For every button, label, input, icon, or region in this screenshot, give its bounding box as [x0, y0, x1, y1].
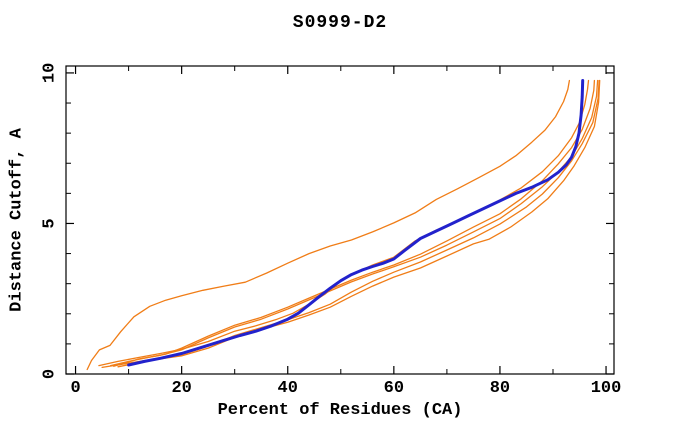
curve-orange-low-1 — [101, 79, 600, 369]
chart-title: S0999-D2 — [292, 13, 388, 33]
x-tick-label: 0 — [70, 379, 80, 398]
curve-orange-pair-1 — [109, 79, 596, 367]
curve-orange-pair-2 — [113, 79, 599, 367]
x-axis-label: Percent of Residues (CA) — [217, 401, 463, 420]
curve-orange-top — [86, 79, 571, 371]
plot-border — [65, 65, 615, 375]
curve-blue-main — [127, 79, 585, 367]
x-tick-label: 20 — [171, 379, 191, 398]
x-tick-label: 40 — [278, 379, 298, 398]
y-tick-label: 10 — [41, 63, 60, 83]
y-axis-label: Distance Cutoff, A — [7, 128, 27, 312]
x-tick-label: 60 — [384, 379, 404, 398]
y-tick-label: 0 — [41, 369, 60, 379]
curve-orange-hug — [98, 79, 590, 367]
x-tick-label: 100 — [591, 379, 622, 398]
curve-orange-low-2 — [117, 79, 601, 368]
x-tick-label: 80 — [490, 379, 510, 398]
y-tick-label: 5 — [41, 218, 60, 228]
